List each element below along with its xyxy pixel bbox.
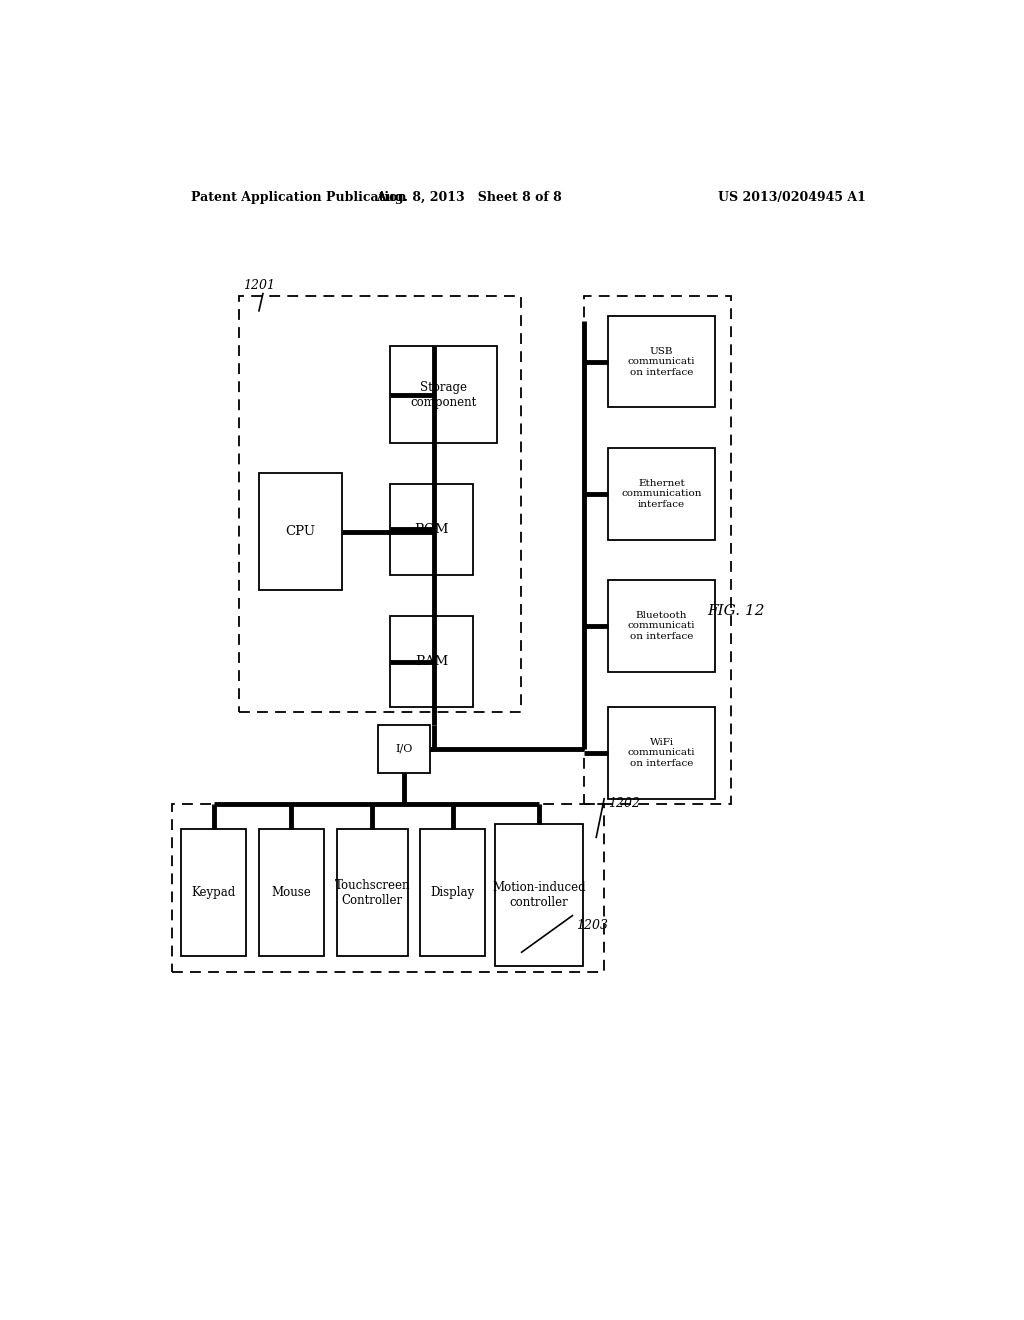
Text: Patent Application Publication: Patent Application Publication — [191, 190, 407, 203]
FancyBboxPatch shape — [390, 346, 497, 444]
Text: Aug. 8, 2013   Sheet 8 of 8: Aug. 8, 2013 Sheet 8 of 8 — [377, 190, 562, 203]
Text: Display: Display — [430, 886, 475, 899]
Text: CPU: CPU — [286, 525, 315, 539]
FancyBboxPatch shape — [608, 447, 715, 540]
Text: 1202: 1202 — [608, 797, 640, 810]
FancyBboxPatch shape — [608, 315, 715, 408]
FancyBboxPatch shape — [181, 829, 246, 956]
Text: Keypad: Keypad — [191, 886, 236, 899]
Text: Motion-induced
controller: Motion-induced controller — [493, 882, 586, 909]
Text: Bluetooth
communicati
on interface: Bluetooth communicati on interface — [628, 611, 695, 640]
FancyBboxPatch shape — [608, 708, 715, 799]
FancyBboxPatch shape — [259, 474, 342, 590]
FancyBboxPatch shape — [390, 615, 473, 708]
FancyBboxPatch shape — [337, 829, 409, 956]
Text: WiFi
communicati
on interface: WiFi communicati on interface — [628, 738, 695, 768]
Text: Ethernet
communication
interface: Ethernet communication interface — [622, 479, 701, 508]
FancyBboxPatch shape — [378, 725, 430, 774]
Text: 1203: 1203 — [577, 919, 608, 932]
Text: Storage
component: Storage component — [411, 380, 476, 409]
Text: USB
communicati
on interface: USB communicati on interface — [628, 347, 695, 376]
Text: Mouse: Mouse — [271, 886, 311, 899]
Text: I/O: I/O — [395, 744, 413, 754]
FancyBboxPatch shape — [390, 483, 473, 576]
Text: RAM: RAM — [415, 655, 449, 668]
FancyBboxPatch shape — [259, 829, 324, 956]
FancyBboxPatch shape — [420, 829, 485, 956]
FancyBboxPatch shape — [496, 824, 583, 966]
Text: Touchscreen
Controller: Touchscreen Controller — [335, 879, 411, 907]
Text: FIG. 12: FIG. 12 — [708, 603, 765, 618]
Text: ROM: ROM — [415, 523, 449, 536]
FancyBboxPatch shape — [608, 581, 715, 672]
Text: US 2013/0204945 A1: US 2013/0204945 A1 — [718, 190, 866, 203]
Text: 1201: 1201 — [243, 279, 275, 292]
